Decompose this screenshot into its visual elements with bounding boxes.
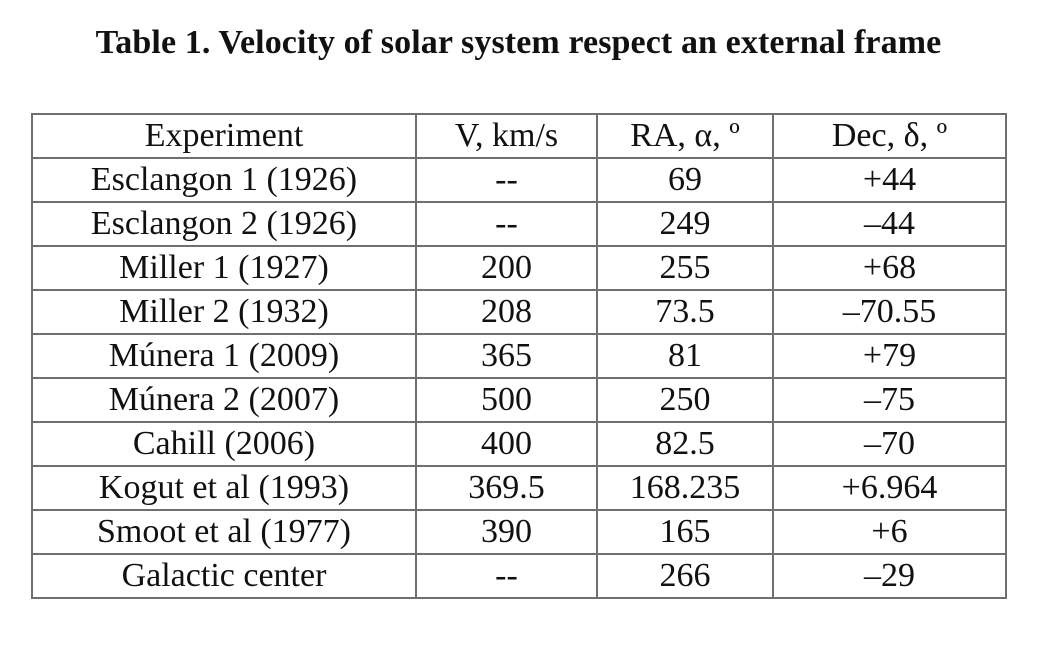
table-row: Kogut et al (1993) 369.5 168.235 +6.964 — [31, 465, 1007, 511]
cell-declination: –70.55 — [772, 289, 1007, 335]
cell-velocity: 365 — [415, 333, 598, 379]
cell-velocity: 500 — [415, 377, 598, 423]
cell-velocity: 200 — [415, 245, 598, 291]
cell-declination: –70 — [772, 421, 1007, 467]
table-row: Múnera 1 (2009) 365 81 +79 — [31, 333, 1007, 379]
header-experiment: Experiment — [31, 113, 417, 159]
cell-right-ascension: 255 — [596, 245, 774, 291]
cell-velocity: -- — [415, 553, 598, 599]
cell-velocity: 369.5 — [415, 465, 598, 511]
table-row: Galactic center -- 266 –29 — [31, 553, 1007, 599]
cell-declination: +44 — [772, 157, 1007, 203]
cell-experiment: Esclangon 2 (1926) — [31, 201, 417, 247]
cell-experiment: Miller 1 (1927) — [31, 245, 417, 291]
cell-declination: +6 — [772, 509, 1007, 555]
cell-right-ascension: 81 — [596, 333, 774, 379]
cell-experiment: Miller 2 (1932) — [31, 289, 417, 335]
cell-declination: –44 — [772, 201, 1007, 247]
cell-right-ascension: 82.5 — [596, 421, 774, 467]
cell-declination: +79 — [772, 333, 1007, 379]
cell-right-ascension: 250 — [596, 377, 774, 423]
cell-experiment: Smoot et al (1977) — [31, 509, 417, 555]
cell-declination: +6.964 — [772, 465, 1007, 511]
table-row: Esclangon 1 (1926) -- 69 +44 — [31, 157, 1007, 203]
cell-velocity: -- — [415, 201, 598, 247]
cell-right-ascension: 168.235 — [596, 465, 774, 511]
cell-experiment: Cahill (2006) — [31, 421, 417, 467]
cell-right-ascension: 73.5 — [596, 289, 774, 335]
cell-declination: –75 — [772, 377, 1007, 423]
velocity-table: Experiment V, km/s RA, α, º Dec, δ, º Es… — [31, 113, 1007, 599]
cell-velocity: -- — [415, 157, 598, 203]
cell-right-ascension: 165 — [596, 509, 774, 555]
table-row: Cahill (2006) 400 82.5 –70 — [31, 421, 1007, 467]
table-row: Smoot et al (1977) 390 165 +6 — [31, 509, 1007, 555]
cell-experiment: Galactic center — [31, 553, 417, 599]
cell-right-ascension: 266 — [596, 553, 774, 599]
header-velocity: V, km/s — [415, 113, 598, 159]
cell-declination: –29 — [772, 553, 1007, 599]
table-caption: Table 1. Velocity of solar system respec… — [95, 24, 942, 61]
cell-declination: +68 — [772, 245, 1007, 291]
table-row: Miller 1 (1927) 200 255 +68 — [31, 245, 1007, 291]
cell-right-ascension: 69 — [596, 157, 774, 203]
cell-velocity: 208 — [415, 289, 598, 335]
table-row: Esclangon 2 (1926) -- 249 –44 — [31, 201, 1007, 247]
table-row: Múnera 2 (2007) 500 250 –75 — [31, 377, 1007, 423]
cell-experiment: Múnera 2 (2007) — [31, 377, 417, 423]
cell-velocity: 400 — [415, 421, 598, 467]
table-row: Miller 2 (1932) 208 73.5 –70.55 — [31, 289, 1007, 335]
cell-velocity: 390 — [415, 509, 598, 555]
cell-experiment: Kogut et al (1993) — [31, 465, 417, 511]
cell-right-ascension: 249 — [596, 201, 774, 247]
cell-experiment: Múnera 1 (2009) — [31, 333, 417, 379]
header-row: Experiment V, km/s RA, α, º Dec, δ, º — [31, 113, 1007, 159]
header-right-ascension: RA, α, º — [596, 113, 774, 159]
header-declination: Dec, δ, º — [772, 113, 1007, 159]
cell-experiment: Esclangon 1 (1926) — [31, 157, 417, 203]
